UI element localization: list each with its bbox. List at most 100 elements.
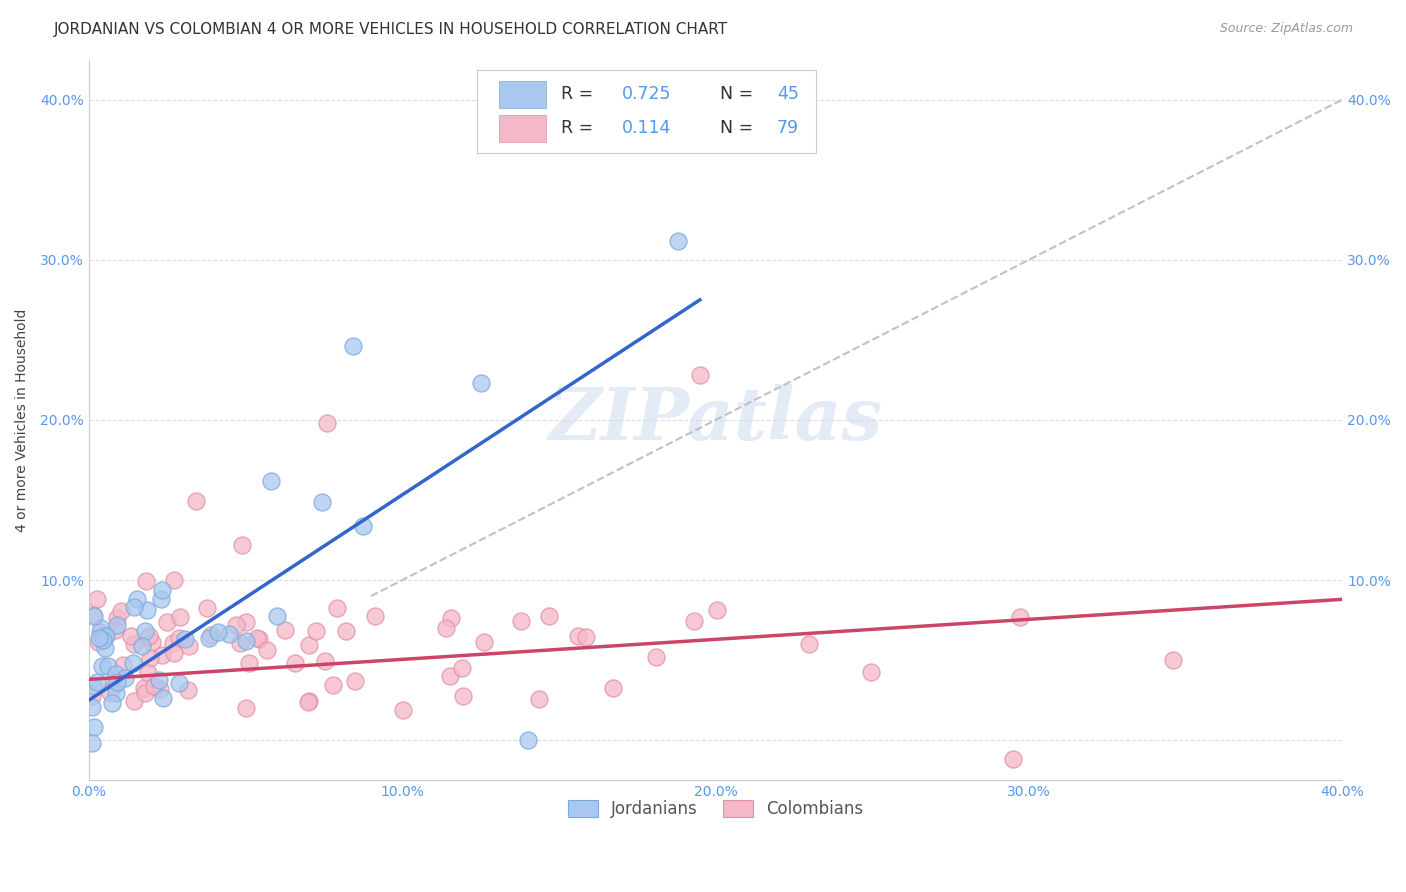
Point [82,679,104,693]
Point [90,621,112,635]
Point [169,610,191,624]
Point [200,628,222,642]
Y-axis label: 4 or more Vehicles in Household: 4 or more Vehicles in Household [15,309,30,532]
Point [225,618,247,632]
Point [235,615,257,629]
Point [83,719,105,733]
Text: Source: ZipAtlas.com: Source: ZipAtlas.com [1219,22,1353,36]
Point [860,665,883,679]
Text: R =: R = [561,120,605,137]
Text: 0.114: 0.114 [621,120,671,137]
Text: JORDANIAN VS COLOMBIAN 4 OR MORE VEHICLES IN HOUSEHOLD CORRELATION CHART: JORDANIAN VS COLOMBIAN 4 OR MORE VEHICLE… [53,22,727,37]
Point [1008,610,1031,624]
Point [470,376,492,391]
Point [104,666,127,681]
Point [645,649,668,664]
Point [80,689,103,703]
Point [434,621,457,635]
Point [86,591,108,606]
Point [298,694,321,708]
Point [105,675,128,690]
Point [148,673,170,688]
Point [284,656,307,670]
Point [87,631,110,645]
Point [125,591,148,606]
Point [574,630,596,644]
Point [96,659,118,673]
Point [93,632,115,647]
Point [122,656,145,670]
Point [120,628,142,642]
Point [103,678,125,692]
Point [207,625,229,640]
Point [527,692,550,706]
Point [163,646,186,660]
Point [298,638,321,652]
Point [311,495,333,509]
Point [150,648,173,662]
Point [86,675,108,690]
Point [474,635,496,649]
Point [516,733,538,747]
Point [167,632,190,646]
Point [177,683,200,698]
Point [238,656,260,670]
Point [138,666,160,681]
Point [335,624,357,638]
Point [96,629,118,643]
Point [89,624,111,639]
Point [322,678,344,692]
Point [706,603,728,617]
Point [451,689,474,703]
Point [104,686,127,700]
Point [122,694,145,708]
Point [439,669,461,683]
Text: N =: N = [709,120,759,137]
Point [134,624,156,639]
Point [689,368,711,383]
Point [1161,653,1184,667]
Point [450,661,472,675]
Point [138,629,160,643]
Point [510,614,533,628]
Point [131,639,153,653]
Point [231,538,253,552]
Point [138,651,160,665]
Point [392,703,415,717]
FancyBboxPatch shape [499,115,547,142]
Point [1002,752,1025,766]
Point [105,611,128,625]
Point [162,636,184,650]
Text: ZIPatlas: ZIPatlas [548,384,883,456]
Text: 45: 45 [778,86,799,103]
Point [256,642,278,657]
Point [666,234,689,248]
Text: R =: R = [561,86,599,103]
Point [149,592,172,607]
Point [98,684,121,698]
Point [326,601,349,615]
Point [274,623,297,637]
Point [132,681,155,696]
Point [136,603,159,617]
Point [266,608,288,623]
Point [344,673,367,688]
Point [174,632,197,647]
Point [235,701,257,715]
Point [259,474,281,488]
Point [143,679,166,693]
Point [352,519,374,533]
Point [87,635,110,649]
Point [135,574,157,589]
Point [797,637,820,651]
Point [91,659,114,673]
Point [104,624,127,638]
Point [112,658,135,673]
FancyBboxPatch shape [478,70,815,153]
Point [179,639,201,653]
Point [101,696,124,710]
Text: N =: N = [709,86,759,103]
Point [602,681,624,695]
Point [567,629,589,643]
Point [114,671,136,685]
